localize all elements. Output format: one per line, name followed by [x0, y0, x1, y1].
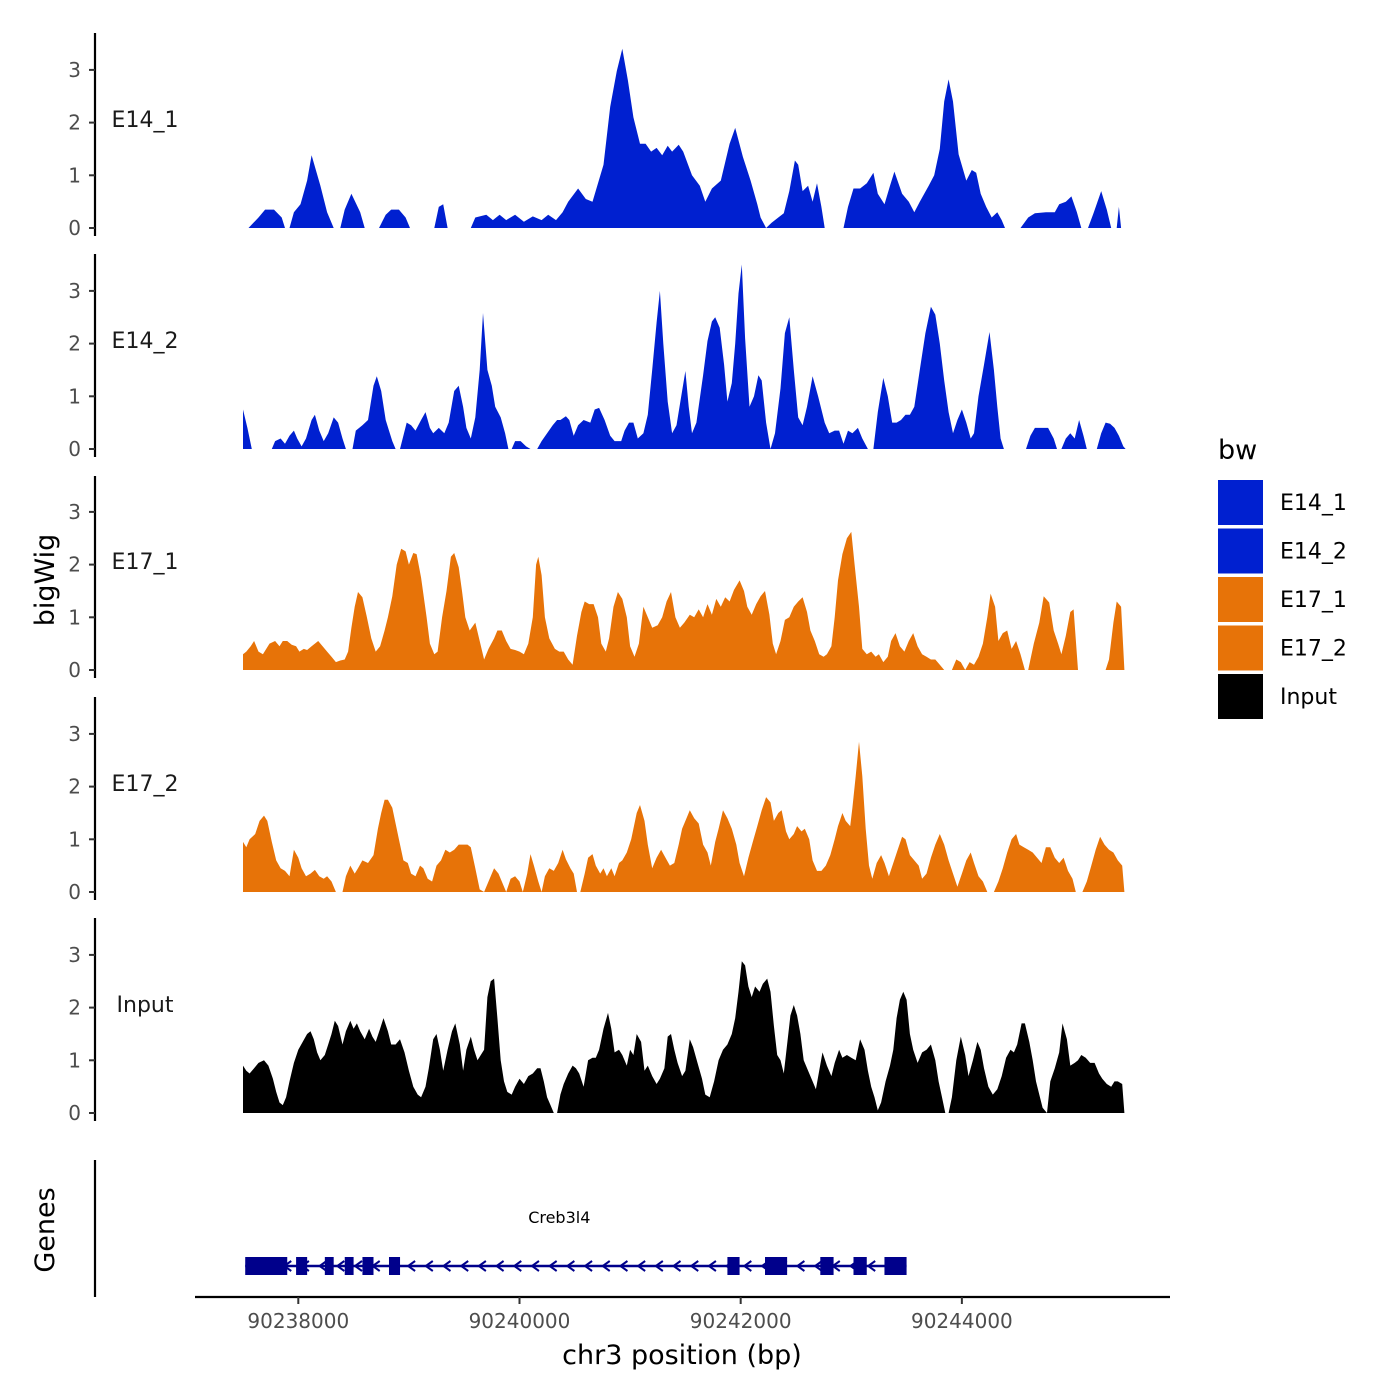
gene-exon	[765, 1257, 788, 1275]
strand-arrow	[406, 1260, 416, 1272]
y-tick-label: 1	[68, 163, 81, 187]
strand-arrow	[424, 1260, 434, 1272]
gene-exon	[820, 1257, 834, 1275]
strand-arrow	[671, 1260, 682, 1272]
strand-arrow	[866, 1260, 876, 1272]
strand-arrow	[813, 1260, 823, 1272]
x-axis-title: chr3 position (bp)	[562, 1340, 802, 1371]
y-tick-label: 3	[68, 943, 81, 967]
track-label-e17-1: E17_1	[112, 550, 179, 575]
gene-exon	[727, 1257, 740, 1275]
y-tick-label: 3	[68, 58, 81, 82]
strand-arrow	[795, 1260, 805, 1272]
strand-arrow	[707, 1260, 717, 1272]
strand-arrow	[601, 1260, 611, 1272]
gene-exon	[853, 1257, 867, 1275]
track-e17-1: 0 1 2 3 E17_1	[68, 476, 1125, 682]
strand-arrow	[742, 1260, 752, 1272]
tracks-layer: 0 1 2 3 E14_1 0 1 2 3 E14_2 0 1 2 3 E17_1 0 1 2 3 E17_2 0 1 2 3…	[68, 33, 1126, 1125]
legend-label-e14-2: E14_2	[1280, 540, 1347, 565]
strand-arrow	[459, 1260, 469, 1272]
y-tick-label: 3	[68, 500, 81, 524]
legend-label-input: Input	[1280, 685, 1337, 710]
y-tick-label: 2	[68, 996, 81, 1020]
legend-label-e17-2: E17_2	[1280, 637, 1347, 662]
strand-arrow	[565, 1260, 575, 1272]
gene-exon	[388, 1257, 401, 1275]
legend-key-e17-1	[1218, 577, 1263, 622]
y-tick-label: 1	[68, 605, 81, 629]
strand-arrow	[530, 1260, 540, 1272]
y-tick-label: 1	[68, 1048, 81, 1072]
track-label-e14-2: E14_2	[112, 329, 179, 354]
strand-arrow	[335, 1260, 345, 1272]
gene-exon	[344, 1257, 354, 1275]
y-tick-label: 2	[68, 332, 81, 356]
track-label-e17-2: E17_2	[112, 772, 179, 797]
genes-axis-title: Genes	[30, 1187, 61, 1272]
legend-title: bw	[1218, 435, 1257, 466]
legend-label-e17-1: E17_1	[1280, 588, 1347, 613]
legend-key-input	[1218, 674, 1263, 719]
gene-panel: Creb3l4	[93, 1160, 907, 1297]
y-tick-label: 0	[68, 880, 81, 904]
gene-exon	[884, 1257, 907, 1275]
strand-arrow	[654, 1260, 664, 1272]
strand-arrow	[583, 1260, 593, 1272]
strand-arrow	[618, 1260, 629, 1272]
track-input: 0 1 2 3 Input	[68, 918, 1125, 1125]
coverage-area-e17-2	[243, 741, 1125, 892]
strand-arrow	[547, 1260, 558, 1272]
strand-arrow	[441, 1260, 452, 1272]
track-label-input: Input	[117, 993, 174, 1018]
y-tick-label: 3	[68, 279, 81, 303]
track-label-e14-1: E14_1	[112, 108, 179, 133]
coverage-area-e17-1	[243, 531, 1125, 670]
coverage-area-e14-1	[248, 48, 1122, 228]
strand-arrow	[317, 1260, 328, 1272]
y-axis-title: bigWig	[30, 534, 61, 627]
y-tick-label: 0	[68, 658, 81, 682]
y-tick-label: 1	[68, 827, 81, 851]
y-tick-label: 3	[68, 722, 81, 746]
legend: bw E14_1 E14_2 E17_1 E17_2 Input	[1218, 435, 1347, 719]
x-tick-label: 90244000	[911, 1309, 1013, 1333]
track-e14-1: 0 1 2 3 E14_1	[68, 33, 1122, 240]
track-e17-2: 0 1 2 3 E17_2	[68, 697, 1125, 904]
y-tick-label: 2	[68, 111, 81, 135]
strand-arrow	[512, 1260, 522, 1272]
gene-exon	[324, 1257, 334, 1275]
legend-key-e14-1	[1218, 480, 1263, 525]
gene-exon	[245, 1257, 288, 1275]
legend-label-e14-1: E14_1	[1280, 491, 1347, 516]
x-tick-label: 90240000	[469, 1309, 571, 1333]
strand-arrow	[636, 1260, 646, 1272]
y-tick-label: 1	[68, 384, 81, 408]
legend-key-e17-2	[1218, 625, 1263, 671]
x-axis: 90238000 90240000 90242000 90244000	[195, 1295, 1170, 1333]
gene-exon	[296, 1257, 308, 1275]
y-tick-label: 0	[68, 1101, 81, 1125]
y-tick-label: 0	[68, 216, 81, 240]
coverage-area-input	[243, 961, 1125, 1113]
y-tick-label: 2	[68, 553, 81, 577]
gene-exon	[362, 1257, 374, 1275]
coverage-area-e14-2	[243, 264, 1126, 449]
track-e14-2: 0 1 2 3 E14_2	[68, 254, 1126, 461]
strand-arrow	[494, 1260, 505, 1272]
legend-key-e14-2	[1218, 528, 1263, 574]
strand-arrow	[477, 1260, 487, 1272]
gene-name-label: Creb3l4	[528, 1208, 590, 1227]
strand-arrow	[353, 1260, 363, 1272]
y-tick-label: 2	[68, 775, 81, 799]
strand-arrow	[689, 1260, 699, 1272]
x-tick-label: 90242000	[690, 1309, 792, 1333]
y-tick-label: 0	[68, 437, 81, 461]
x-tick-label: 90238000	[247, 1309, 349, 1333]
